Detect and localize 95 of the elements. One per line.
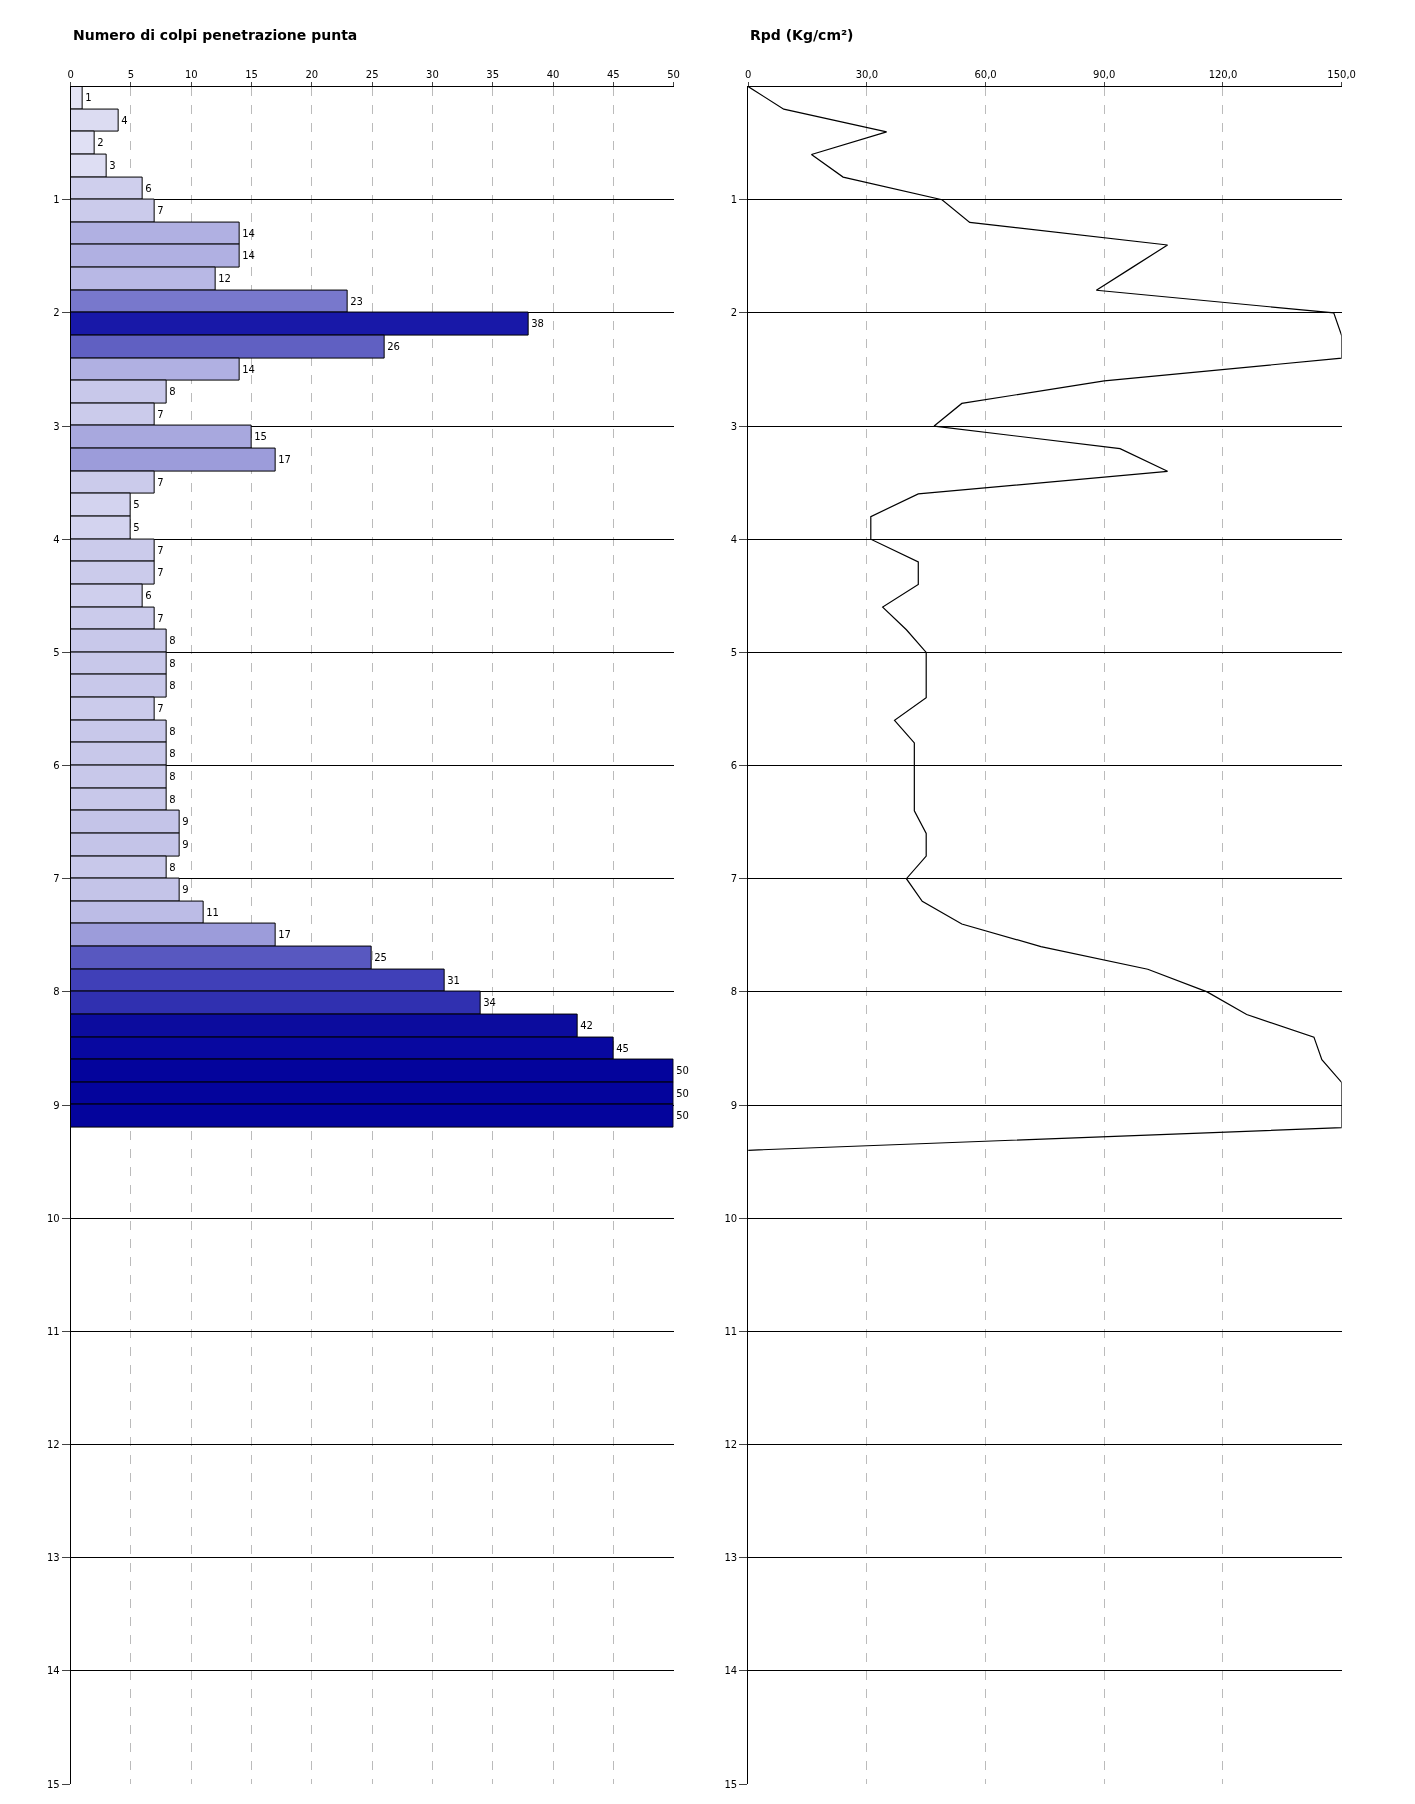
y-tick-label: 4 [53, 533, 60, 545]
data-label: 7 [157, 408, 164, 420]
x-tick-label: 30,0 [855, 68, 878, 80]
data-label: 31 [447, 974, 460, 986]
x-tick-label: 35 [486, 68, 500, 80]
data-label: 14 [242, 227, 255, 239]
data-label: 5 [133, 499, 140, 511]
y-tick-label: 5 [53, 646, 60, 658]
y-tick-label: 3 [730, 420, 738, 432]
data-label: 17 [278, 454, 291, 466]
data-label: 5 [133, 522, 140, 534]
data-label: 25 [374, 952, 387, 964]
y-tick-label: 8 [53, 986, 60, 998]
data-label: 45 [616, 1042, 629, 1054]
data-label: 9 [182, 816, 189, 828]
data-label: 11 [206, 906, 219, 918]
data-label: 14 [242, 250, 255, 262]
y-tick-label: 14 [724, 1665, 738, 1677]
y-tick-label: 11 [724, 1325, 738, 1337]
y-tick-label: 4 [730, 533, 738, 545]
data-label: 38 [531, 318, 544, 330]
y-tick-label: 3 [53, 420, 60, 432]
y-tick-label: 10 [46, 1212, 60, 1224]
data-label: 8 [169, 635, 176, 647]
x-tick-label: 45 [606, 68, 620, 80]
y-tick-label: 9 [53, 1099, 60, 1111]
y-tick-label: 14 [46, 1665, 60, 1677]
data-label: 7 [157, 567, 164, 579]
data-label: 7 [157, 703, 164, 715]
chart-title: Rpd (Kg/cm²) [750, 27, 854, 43]
x-tick-label: 0 [744, 68, 752, 80]
data-label: 9 [182, 884, 189, 896]
data-label: 12 [218, 273, 231, 285]
y-tick-label: 1 [730, 194, 738, 206]
data-label: 8 [169, 657, 176, 669]
data-label: 8 [169, 748, 176, 760]
data-label: 8 [169, 771, 176, 783]
y-tick-label: 12 [46, 1439, 60, 1451]
data-label: 42 [580, 1020, 593, 1032]
x-tick-label: 30 [426, 68, 439, 80]
y-tick-label: 9 [730, 1099, 738, 1111]
data-label: 8 [169, 680, 176, 692]
x-tick-label: 10 [184, 68, 198, 80]
x-tick-label: 150,0 [1327, 68, 1356, 80]
y-tick-label: 15 [724, 1778, 738, 1790]
y-tick-label: 10 [724, 1212, 738, 1224]
y-tick-label: 12 [724, 1439, 738, 1451]
data-label: 17 [278, 929, 291, 941]
data-label: 8 [169, 861, 176, 873]
data-label: 7 [157, 612, 164, 624]
data-label: 6 [145, 590, 152, 602]
data-label: 34 [483, 997, 496, 1009]
x-tick-label: 60,0 [974, 68, 997, 80]
y-tick-label: 2 [53, 307, 60, 319]
y-tick-label: 11 [46, 1325, 60, 1337]
y-tick-label: 13 [46, 1552, 60, 1564]
x-tick-label: 40 [546, 68, 560, 80]
data-label: 7 [157, 205, 164, 217]
data-label: 7 [157, 476, 164, 488]
data-label: 8 [169, 386, 176, 398]
data-label: 8 [169, 725, 176, 737]
x-tick-label: 50 [667, 68, 680, 80]
data-label: 2 [97, 137, 104, 149]
y-tick-label: 5 [730, 646, 738, 658]
data-label: 50 [676, 1065, 689, 1077]
data-label: 3 [109, 160, 116, 172]
data-label: 8 [169, 793, 176, 805]
data-label: 9 [182, 839, 189, 851]
x-tick-label: 15 [245, 68, 258, 80]
data-label: 1 [85, 92, 92, 104]
y-tick-label: 8 [730, 986, 738, 998]
y-tick-label: 15 [46, 1778, 60, 1790]
data-label: 14 [242, 363, 255, 375]
x-tick-label: 5 [127, 68, 135, 80]
y-tick-label: 2 [730, 307, 738, 319]
x-tick-label: 20 [305, 68, 319, 80]
y-tick-label: 6 [730, 760, 738, 772]
x-tick-label: 0 [67, 68, 74, 80]
data-label: 23 [350, 295, 363, 307]
data-label: 50 [676, 1087, 689, 1099]
y-tick-label: 7 [53, 873, 60, 885]
x-tick-label: 90,0 [1093, 68, 1116, 80]
x-tick-label: 25 [365, 68, 379, 80]
chart-title: Numero di colpi penetrazione punta [73, 27, 358, 43]
data-label: 7 [157, 544, 164, 556]
x-tick-label: 120,0 [1208, 68, 1238, 80]
data-label: 6 [145, 182, 152, 194]
y-tick-label: 13 [724, 1552, 738, 1564]
y-tick-label: 6 [53, 760, 60, 772]
data-label: 26 [387, 341, 400, 353]
y-tick-label: 1 [53, 194, 60, 206]
data-label: 15 [254, 431, 267, 443]
data-label: 50 [676, 1110, 689, 1122]
data-label: 4 [121, 114, 128, 126]
y-tick-label: 7 [730, 873, 738, 885]
